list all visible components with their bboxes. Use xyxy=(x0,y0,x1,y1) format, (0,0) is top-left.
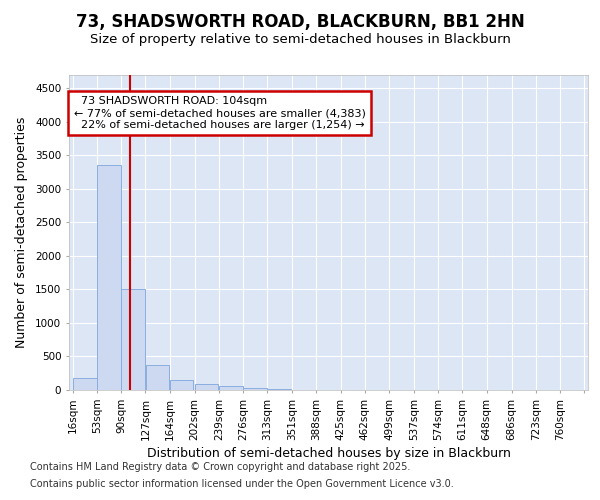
Bar xyxy=(97,166,121,390)
Text: Size of property relative to semi-detached houses in Blackburn: Size of property relative to semi-detach… xyxy=(89,32,511,46)
Bar xyxy=(146,365,169,390)
Text: Contains HM Land Registry data © Crown copyright and database right 2025.: Contains HM Land Registry data © Crown c… xyxy=(30,462,410,472)
Bar xyxy=(268,389,291,390)
Text: 73, SHADSWORTH ROAD, BLACKBURN, BB1 2HN: 73, SHADSWORTH ROAD, BLACKBURN, BB1 2HN xyxy=(76,12,524,30)
Text: 73 SHADSWORTH ROAD: 104sqm
← 77% of semi-detached houses are smaller (4,383)
  2: 73 SHADSWORTH ROAD: 104sqm ← 77% of semi… xyxy=(74,96,366,130)
Bar xyxy=(195,384,218,390)
Bar xyxy=(73,378,97,390)
X-axis label: Distribution of semi-detached houses by size in Blackburn: Distribution of semi-detached houses by … xyxy=(146,446,511,460)
Bar xyxy=(121,290,145,390)
Bar xyxy=(244,388,267,390)
Bar xyxy=(170,380,193,390)
Bar xyxy=(219,386,242,390)
Y-axis label: Number of semi-detached properties: Number of semi-detached properties xyxy=(15,117,28,348)
Text: Contains public sector information licensed under the Open Government Licence v3: Contains public sector information licen… xyxy=(30,479,454,489)
